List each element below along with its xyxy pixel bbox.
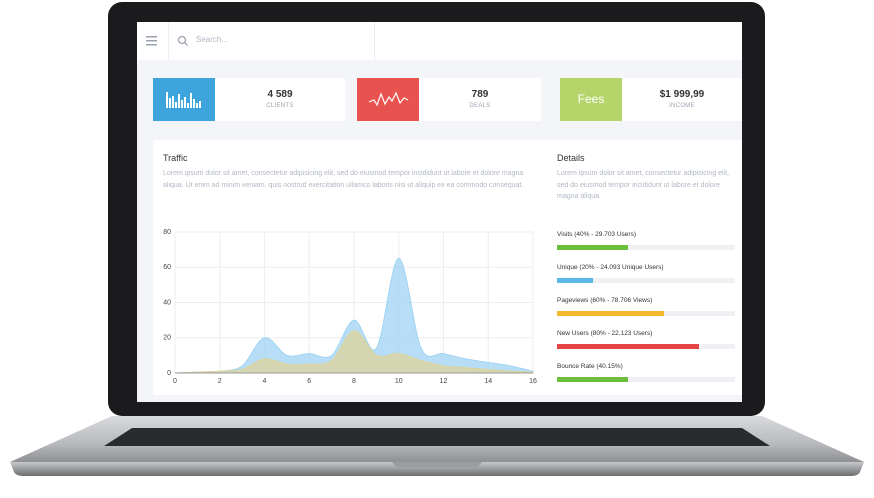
bars-icon [166, 92, 201, 108]
bar-track [557, 278, 735, 283]
stat-value: 4 589 [267, 89, 293, 100]
y-tick-label: 60 [163, 264, 171, 271]
laptop-lip [10, 462, 864, 476]
stat-value: 789 [471, 89, 489, 100]
bar-fill [557, 377, 629, 382]
x-tick-label: 0 [173, 378, 177, 385]
area [174, 330, 534, 374]
bar-track [557, 377, 735, 382]
keyboard [104, 428, 770, 446]
top-bar: Search... [137, 22, 742, 60]
traffic-chart: 0 20 40 60 80 0 2 4 6 8 10 12 14 16 [163, 229, 537, 385]
stat-value: $1 999,99 [659, 89, 705, 100]
traffic-text: Lorem ipsum dolor sit amet, consectetur … [163, 170, 524, 189]
details-text: Lorem ipsum dolor sit amet, consectetur … [557, 170, 729, 200]
area [174, 257, 534, 374]
stat-card: Fees $1 999,99 INCOME [560, 78, 742, 121]
stat-icon: Fees [560, 78, 622, 121]
x-tick-label: 12 [440, 378, 448, 385]
traffic-title: Traffic [163, 153, 188, 163]
bar-label: Bounce Rate (40.15%) [557, 363, 623, 370]
y-tick-label: 0 [167, 370, 171, 377]
bar-track [557, 344, 735, 349]
y-tick-label: 40 [163, 299, 171, 306]
search-box[interactable]: Search... [168, 22, 375, 60]
stat-label: CLIENTS [266, 103, 294, 109]
x-tick-label: 2 [218, 378, 222, 385]
bar-track [557, 245, 735, 250]
bar-track [557, 311, 735, 316]
pulse-icon [368, 91, 409, 107]
details-title: Details [557, 153, 585, 163]
search-placeholder: Search... [196, 35, 229, 44]
bar-fill [557, 278, 593, 283]
stat-label: DEALS [469, 103, 491, 109]
bar-label: Unique (20% - 24.093 Unique Users) [557, 264, 664, 271]
bar-fill [557, 311, 664, 316]
bar-label: New Users (80% - 22.123 Users) [557, 330, 653, 337]
stat-card: 789 DEALS [357, 78, 541, 121]
stat-label: INCOME [669, 103, 695, 109]
stat-icon [357, 78, 419, 121]
bar-label: Visits (40% - 29.703 Users) [557, 231, 636, 238]
search-icon [177, 35, 188, 46]
x-tick-label: 10 [395, 378, 403, 385]
y-tick-label: 80 [163, 229, 171, 236]
stat-icon [153, 78, 215, 121]
x-tick-label: 6 [307, 378, 311, 385]
x-tick-label: 14 [484, 378, 492, 385]
menu-icon[interactable] [145, 34, 159, 48]
notch [392, 462, 482, 467]
icon-text: Fees [577, 92, 605, 106]
x-tick-label: 16 [529, 378, 537, 385]
y-tick-label: 20 [163, 335, 171, 342]
bar-fill [557, 344, 700, 349]
x-tick-label: 4 [263, 378, 267, 385]
bar-label: Pageviews (60% - 78.706 Views) [557, 297, 653, 304]
x-tick-label: 8 [352, 378, 356, 385]
bar-fill [557, 245, 629, 250]
stat-card: 4 589 CLIENTS [153, 78, 345, 121]
